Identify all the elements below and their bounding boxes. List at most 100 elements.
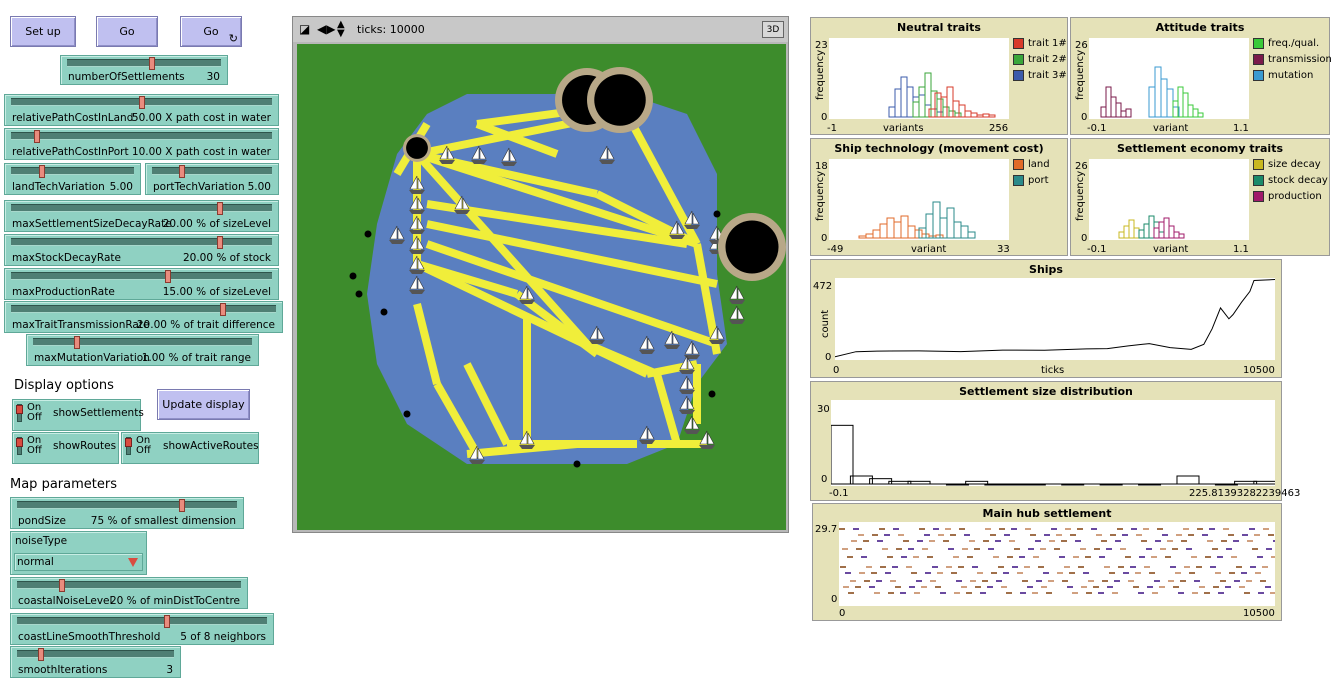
switch-showSettlements[interactable]: On Off showSettlements	[12, 399, 144, 431]
slider-track[interactable]	[33, 338, 252, 346]
histogram-bar	[1128, 219, 1135, 239]
slider-track[interactable]	[11, 305, 276, 313]
slider-thumb[interactable]	[73, 336, 80, 349]
slider-track[interactable]	[11, 204, 272, 212]
histogram-bar	[1105, 86, 1112, 118]
hub-point	[1154, 580, 1160, 582]
slider-track[interactable]	[11, 132, 272, 140]
slider-landTechVariation[interactable]: landTechVariation 5.00	[4, 163, 141, 195]
slider-maxSettlementSizeDecayRate[interactable]: maxSettlementSizeDecayRate 20.00 % of siz…	[4, 200, 279, 232]
edit-icon[interactable]: ◪	[299, 22, 311, 36]
hub-point	[909, 586, 915, 588]
slider-track[interactable]	[11, 167, 134, 175]
go-forever-button[interactable]: Go ↻	[180, 16, 242, 47]
slider-portTechVariation[interactable]: portTechVariation 5.00	[145, 163, 279, 195]
legend-item: stock decay	[1253, 172, 1328, 188]
histogram-bar	[976, 114, 984, 118]
slider-relativePathCostInLand[interactable]: relativePathCostInLand 50.00 X path cost …	[4, 94, 279, 126]
slider-maxTraitTransmissionRate[interactable]: maxTraitTransmissionRate 20.00 % of trait…	[4, 301, 283, 333]
plot-title: Ship technology (movement cost)	[834, 142, 1044, 155]
slider-coastalNoiseLevel[interactable]: coastalNoiseLevel 20 % of minDistToCentre	[10, 577, 248, 609]
ship-sail	[607, 147, 615, 160]
hub-point	[1221, 540, 1227, 542]
slider-track[interactable]	[11, 238, 272, 246]
ship-sail	[462, 197, 470, 210]
slider-thumb[interactable]	[37, 648, 44, 661]
hub-point	[882, 548, 888, 550]
ship-sail	[647, 427, 655, 440]
slider-track[interactable]	[152, 167, 272, 175]
slider-thumb[interactable]	[38, 165, 45, 178]
slider-maxMutationVariation[interactable]: maxMutationVariation 1.00 % of trait rang…	[26, 334, 259, 366]
slider-track[interactable]	[67, 59, 221, 67]
plot-ship-technology: Ship technology (movement cost) frequenc…	[810, 138, 1068, 256]
slider-thumb[interactable]	[58, 579, 65, 592]
hub-point	[874, 592, 880, 594]
slider-track[interactable]	[17, 650, 174, 658]
move-arrows-icon[interactable]: ◀▶	[317, 22, 336, 36]
settlement-dot	[708, 390, 716, 398]
hub-point	[1252, 548, 1258, 550]
slider-maxProductionRate[interactable]: maxProductionRate 15.00 % of sizeLevel	[4, 268, 279, 300]
hub-point	[1028, 548, 1034, 550]
zoom-arrows-icon[interactable]: ▲ ▼	[337, 19, 345, 39]
histogram-bar	[879, 223, 888, 239]
ship-sail	[477, 447, 485, 460]
slider-thumb[interactable]	[220, 303, 226, 316]
switch-showActiveRoutes[interactable]: On Off showActiveRoutes	[121, 432, 259, 464]
world-view: ◪ ◀▶ ▲ ▼ ticks: 10000 3D	[292, 16, 789, 533]
hub-point	[1083, 572, 1089, 574]
trade-route	[413, 303, 441, 385]
histogram-bar	[912, 101, 920, 118]
ship-sail	[679, 395, 688, 410]
slider-thumb[interactable]	[179, 165, 185, 178]
slider-relativePathCostInPort[interactable]: relativePathCostInPort 10.00 X path cost …	[4, 128, 279, 160]
y-max-label: 26	[1075, 161, 1088, 172]
plot-area	[829, 159, 1009, 240]
slider-pondSize[interactable]: pondSize 75 % of smallest dimension	[10, 497, 244, 529]
slider-thumb[interactable]	[34, 130, 41, 143]
slider-track[interactable]	[17, 501, 237, 509]
ship-hull	[389, 240, 405, 244]
slider-track[interactable]	[11, 272, 272, 280]
x-min-label: 0	[839, 608, 846, 619]
slider-thumb[interactable]	[164, 270, 171, 283]
slider-thumb[interactable]	[216, 202, 223, 215]
ship-sail	[597, 327, 605, 340]
slider-maxStockDecayRate[interactable]: maxStockDecayRate 20.00 % of stock	[4, 234, 279, 266]
ship-sail	[409, 195, 418, 210]
slider-track[interactable]	[17, 617, 267, 625]
switch-knob	[16, 438, 23, 447]
slider-value: 50.00 X path cost in water	[131, 112, 271, 124]
hub-point	[1117, 528, 1123, 530]
hub-point	[975, 586, 981, 588]
slider-thumb[interactable]	[216, 236, 223, 249]
world-map[interactable]	[297, 44, 786, 530]
histogram-bar	[934, 92, 942, 118]
legend-item: transmission	[1253, 51, 1332, 67]
setup-button[interactable]: Set up	[10, 16, 76, 47]
slider-thumb[interactable]	[179, 499, 185, 512]
go-once-button[interactable]: Go	[96, 16, 158, 47]
slider-track[interactable]	[17, 581, 241, 589]
legend-swatch	[1013, 174, 1024, 186]
slider-numberOfSettlements[interactable]: numberOfSettlements 30	[60, 55, 228, 85]
chooser-dropdown[interactable]: normal	[14, 553, 143, 571]
chooser-noiseType[interactable]: noiseType normal	[10, 531, 147, 575]
3d-button[interactable]: 3D	[762, 21, 784, 38]
hub-point	[1210, 566, 1216, 568]
switch-showRoutes[interactable]: On Off showRoutes	[12, 432, 119, 464]
hub-point	[937, 572, 943, 574]
update-display-button[interactable]: Update display	[157, 389, 250, 420]
hub-point	[954, 592, 960, 594]
slider-smoothIterations[interactable]: smoothIterations 3	[10, 646, 181, 678]
slider-thumb[interactable]	[138, 96, 145, 109]
hub-point	[966, 592, 972, 594]
slider-thumb[interactable]	[148, 57, 155, 70]
switch-on-text: On	[136, 435, 151, 446]
scatter-chart	[839, 528, 1279, 594]
slider-thumb[interactable]	[164, 615, 170, 628]
slider-coastLineSmoothThreshold[interactable]: coastLineSmoothThreshold 5 of 8 neighbors	[10, 613, 274, 645]
histogram-bar	[924, 72, 932, 118]
switch-off-text: Off	[27, 412, 42, 423]
